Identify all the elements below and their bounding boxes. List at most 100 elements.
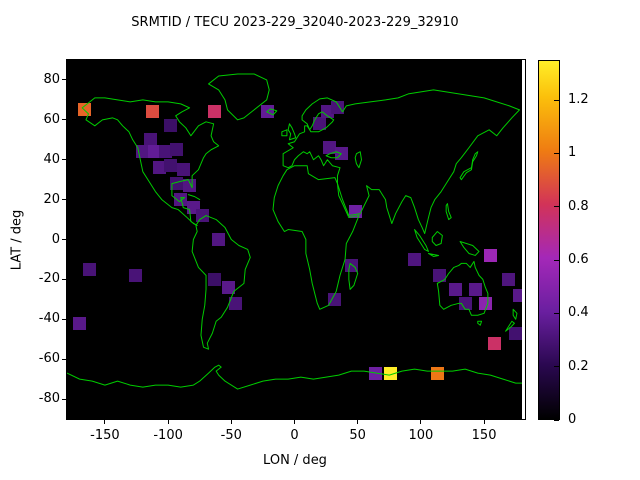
y-tick-label: -20 [38,271,60,287]
heatmap-cell [208,272,222,286]
y-tick-mark [62,239,66,240]
heatmap-cell [328,292,342,306]
heatmap-cell [344,258,358,272]
heatmap-cell [512,288,522,302]
heatmap-cell [208,105,222,119]
heatmap-cell [176,163,190,177]
x-tick-label: -50 [220,428,242,443]
plot-area [67,60,522,419]
coastline-antarctica [67,365,522,389]
heatmap-cell [487,336,501,350]
y-tick-label: -80 [38,391,60,407]
heatmap-cell [384,366,398,380]
heatmap-cell [212,233,226,246]
coastline-south-america [192,216,250,350]
y-tick-label: 80 [43,71,60,87]
y-tick-label: 60 [43,111,60,127]
heatmap-cell [170,143,184,157]
colorbar-tick-label: 0.4 [568,305,589,321]
colorbar-tick-label: 0.8 [568,198,589,214]
colorbar-tick-label: 1 [568,145,577,161]
colorbar-tick-mark [554,99,559,101]
heatmap-cell [128,268,142,282]
colorbar-tick-mark [554,312,559,314]
y-tick-mark [62,358,66,360]
heatmap-cell [164,119,178,133]
coastline-africa [273,166,359,310]
colorbar-tick-mark [554,419,559,421]
y-tick-mark [62,79,66,81]
coastline-britain [288,124,296,140]
heatmap-cell [320,105,334,119]
world-coastline-map [67,60,522,419]
heatmap-cell [323,141,337,155]
x-tick-mark [357,420,359,424]
colorbar-tick-label: 0.2 [568,358,589,374]
coastline-eurasia [283,90,519,234]
x-tick-label: 0 [290,428,299,443]
colorbar-tick-label: 0 [568,412,577,427]
x-tick-mark [167,420,169,424]
x-tick-mark [230,420,232,424]
plot-border [66,59,526,420]
y-tick-mark [62,398,66,400]
y-axis-label: LAT / deg [9,209,25,271]
coastline-caspian-sea [355,152,361,168]
coastline-japan [460,152,478,180]
heatmap-cell [183,179,197,193]
heatmap-cell [478,296,492,310]
y-tick-mark [62,159,66,161]
coastline-cuba [188,195,199,200]
colorbar-tick-mark [554,259,559,261]
coastline-madagascar [349,263,358,289]
heatmap-cell [501,272,515,286]
x-tick-label: 150 [471,428,497,443]
heatmap-cell [164,159,178,173]
y-tick-mark [62,119,66,121]
colorbar-tick-label: 0.6 [568,252,589,267]
coastline-borneo [432,232,442,246]
x-tick-label: -100 [153,428,183,443]
colorbar-tick-mark [554,366,559,368]
coastline-north-america [82,98,219,226]
y-tick-label: -60 [38,351,60,367]
y-tick-mark [62,199,66,201]
heatmap-cell [509,326,522,340]
heatmap-cell [152,161,166,175]
coastline-philippines [446,204,451,220]
coastline-iceland [267,109,277,115]
y-tick-label: 0 [51,231,60,247]
heatmap-cell [228,296,242,310]
coastline-new-guinea [460,241,479,255]
x-tick-label: 50 [349,428,366,443]
heatmap-cell [468,282,482,296]
heatmap-cell [143,133,157,147]
heatmap-cell [222,280,236,294]
coastline-tasmania [478,321,482,325]
heatmap-cell [483,248,497,262]
heatmap-cell [408,252,422,266]
heatmap-cell [330,101,344,115]
heatmap-cell [159,145,173,159]
x-tick-label: -150 [90,428,120,443]
x-tick-mark [104,420,106,424]
colorbar-tick-label: 1.2 [568,92,589,107]
heatmap-cell [458,296,472,310]
heatmap-cell [433,268,447,282]
coastline-new-zealand-north [513,309,517,319]
coastline-java [428,253,438,256]
heatmap-cell [448,282,462,296]
y-tick-label: 20 [43,191,60,207]
heatmap-cell [195,209,209,223]
heatmap-cell [313,117,327,131]
x-tick-label: 100 [408,428,434,443]
y-tick-label: 40 [43,151,60,167]
heatmap-cell [146,105,160,119]
heatmap-cell [83,262,97,276]
colorbar-tick-mark [554,152,559,154]
x-tick-mark [483,420,485,424]
x-tick-mark [420,420,422,424]
x-tick-mark [294,420,295,424]
heatmap-cell [73,316,87,330]
y-tick-mark [62,318,66,320]
